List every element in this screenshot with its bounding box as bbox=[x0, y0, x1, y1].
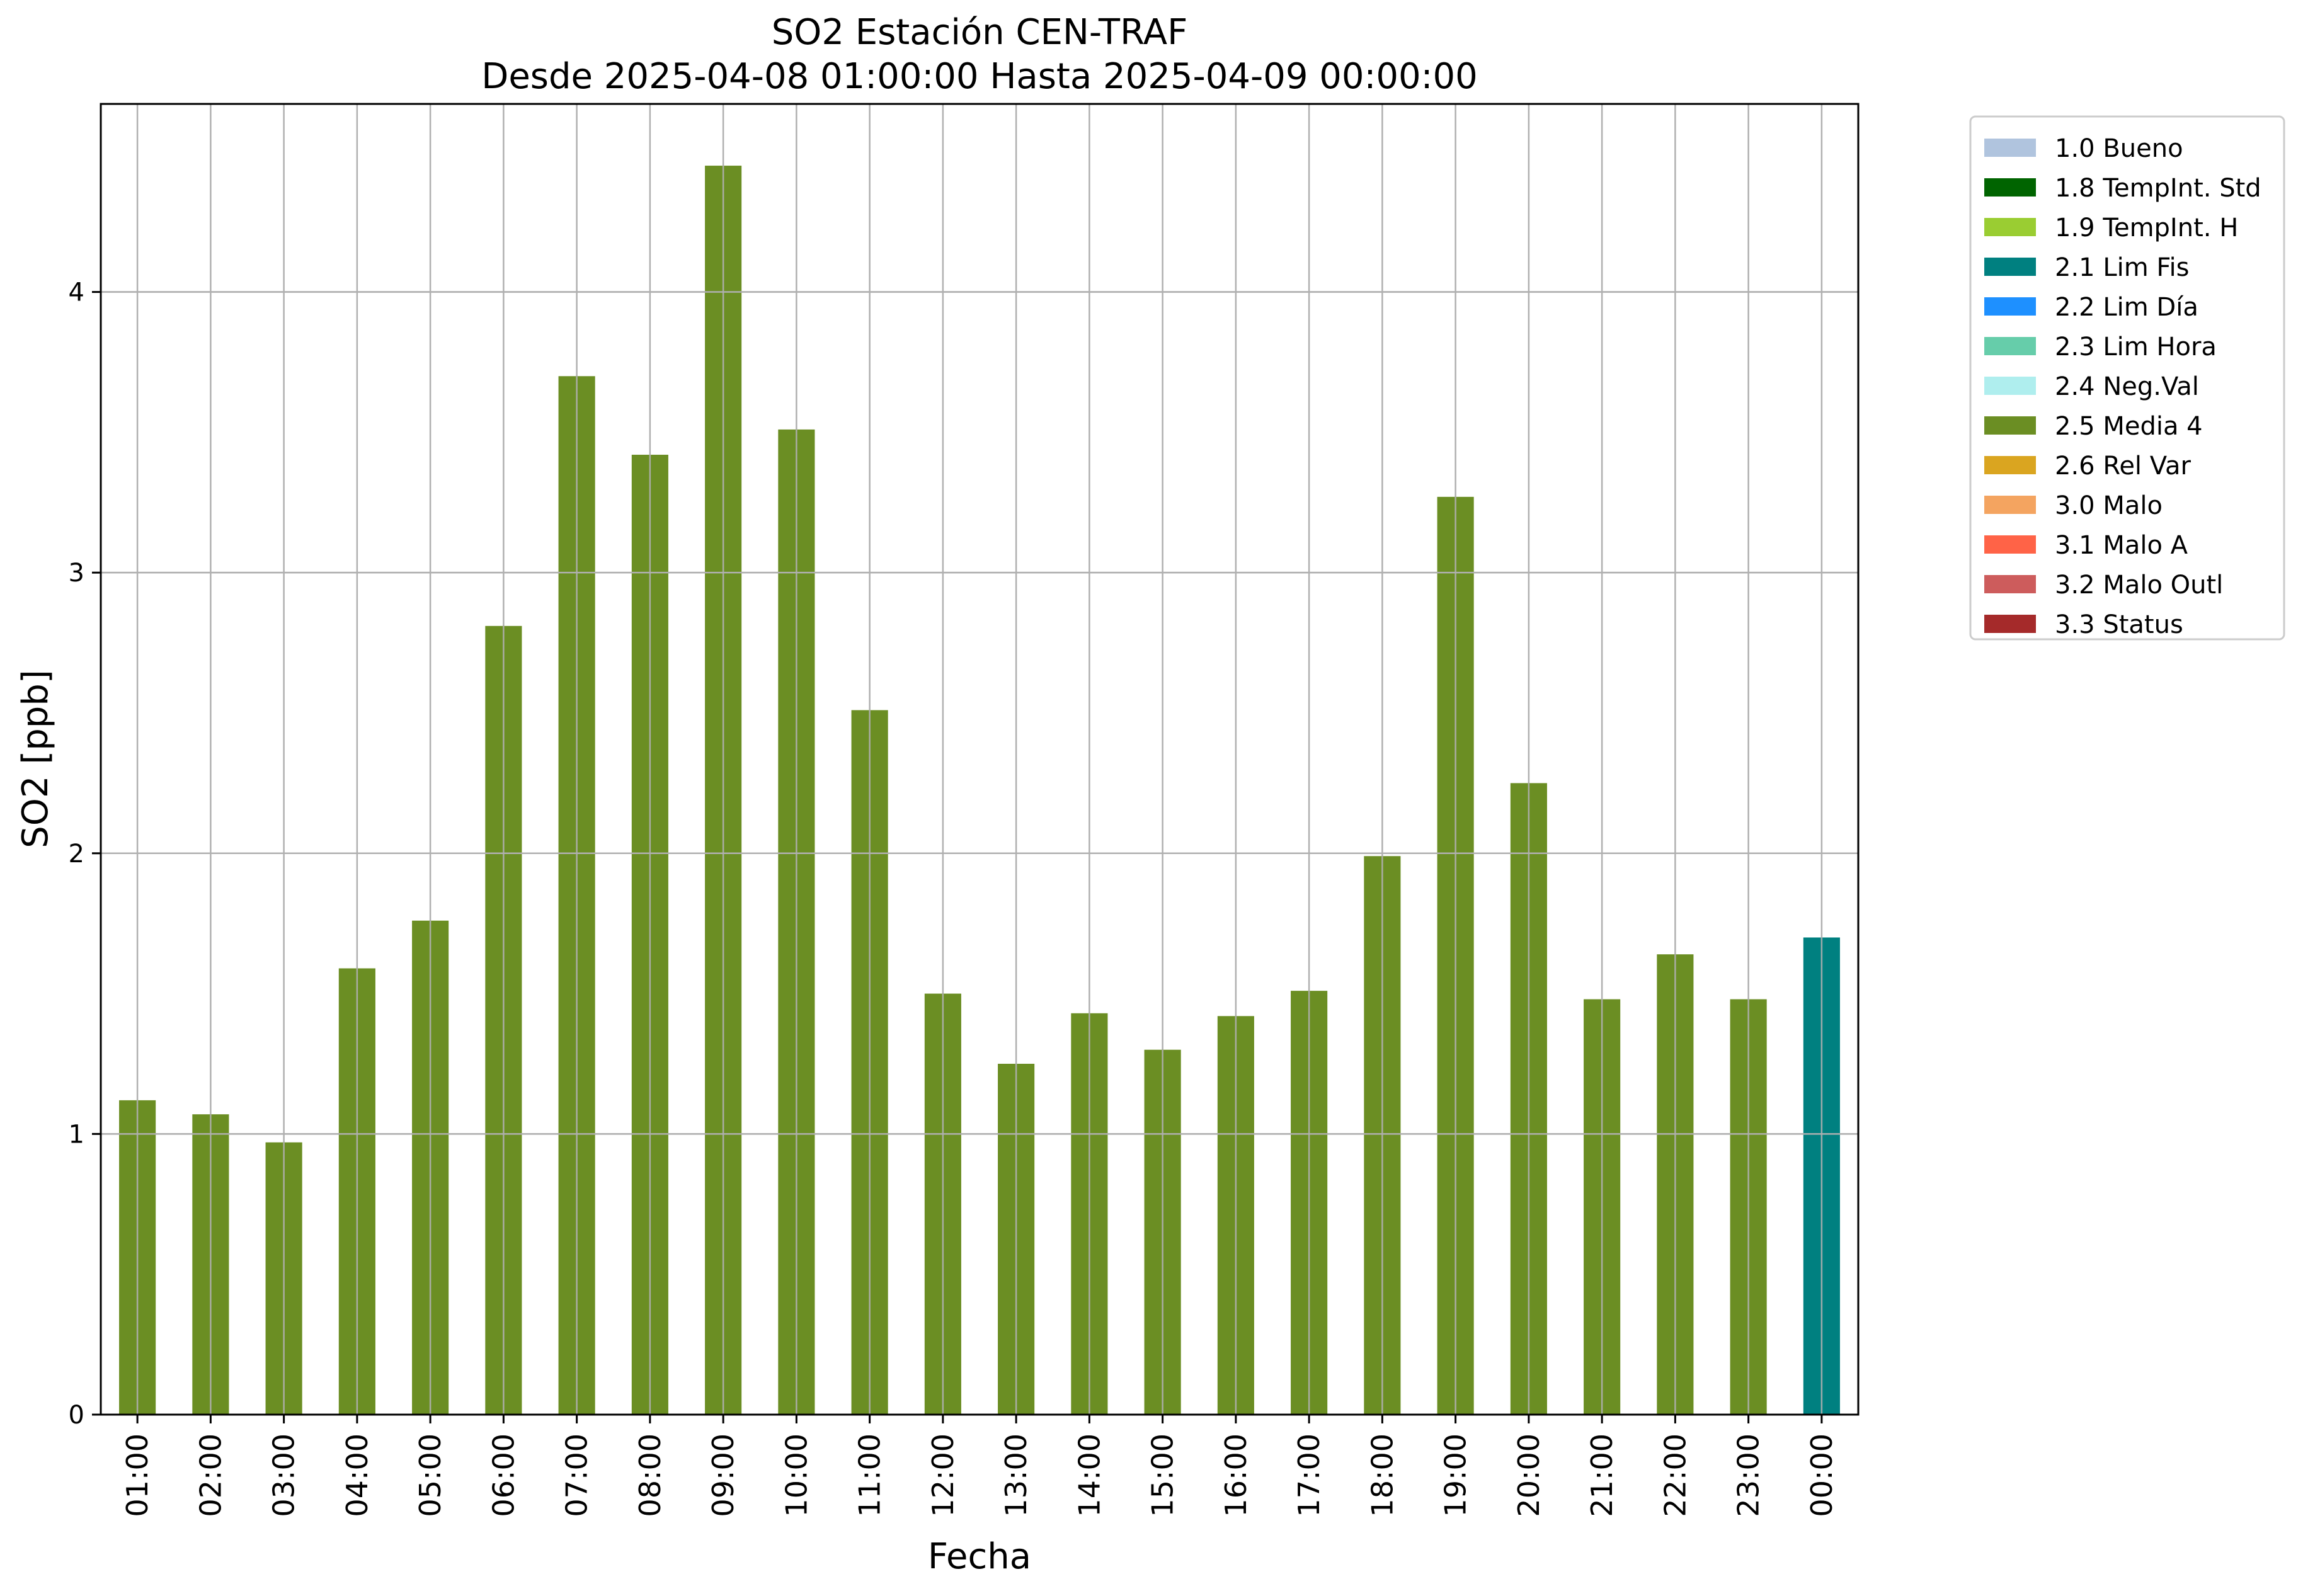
legend-label: 3.2 Malo Outl bbox=[2055, 571, 2223, 600]
x-tick-label: 09:00 bbox=[706, 1434, 740, 1517]
legend-label: 3.3 Status bbox=[2055, 610, 2183, 639]
x-tick-label: 07:00 bbox=[560, 1434, 594, 1517]
x-tick-label: 12:00 bbox=[926, 1434, 960, 1517]
x-tick-label: 23:00 bbox=[1732, 1434, 1766, 1517]
legend-label: 3.1 Malo A bbox=[2055, 531, 2188, 560]
x-tick-label: 14:00 bbox=[1072, 1434, 1106, 1517]
x-tick-label: 04:00 bbox=[340, 1434, 374, 1517]
legend-box bbox=[1969, 115, 2285, 641]
legend-swatch bbox=[1984, 258, 2036, 276]
x-tick-label: 17:00 bbox=[1292, 1434, 1326, 1517]
chart-title: SO2 Estación CEN-TRAF bbox=[772, 12, 1188, 53]
x-tick-label: 20:00 bbox=[1512, 1434, 1546, 1517]
x-tick-label: 21:00 bbox=[1585, 1434, 1619, 1517]
x-tick-label: 22:00 bbox=[1658, 1434, 1692, 1517]
legend-label: 2.4 Neg.Val bbox=[2055, 372, 2199, 401]
x-tick-label: 06:00 bbox=[486, 1434, 520, 1517]
legend-label: 2.6 Rel Var bbox=[2055, 452, 2192, 481]
legend-swatch bbox=[1984, 139, 2036, 157]
x-tick-label: 05:00 bbox=[413, 1434, 447, 1517]
y-tick-label: 2 bbox=[69, 840, 84, 869]
legend-label: 1.9 TempInt. H bbox=[2055, 214, 2238, 242]
legend-label: 3.0 Malo bbox=[2055, 491, 2163, 520]
x-tick-label: 08:00 bbox=[633, 1434, 667, 1517]
y-tick-label: 4 bbox=[69, 278, 84, 307]
x-tick-label: 01:00 bbox=[120, 1434, 154, 1517]
y-tick-label: 0 bbox=[69, 1401, 84, 1430]
chart-subtitle: Desde 2025-04-08 01:00:00 Hasta 2025-04-… bbox=[481, 56, 1478, 97]
x-axis-ticks: 01:00 02:00 03:00 04:00 05:00 06:00 07:00 08:00… bbox=[120, 1415, 1839, 1517]
plot-area-frame bbox=[100, 103, 1860, 1416]
y-tick-label: 1 bbox=[69, 1120, 84, 1149]
legend-swatch bbox=[1984, 535, 2036, 554]
x-tick-label: 18:00 bbox=[1365, 1434, 1399, 1517]
x-tick-label: 10:00 bbox=[779, 1434, 813, 1517]
x-tick-label: 02:00 bbox=[193, 1434, 227, 1517]
legend-swatch bbox=[1984, 297, 2036, 316]
y-tick-label: 3 bbox=[69, 559, 84, 588]
legend-label: 1.0 Bueno bbox=[2055, 134, 2183, 163]
legend-items: 1.0 Bueno 1.8 TempInt. Std 1.9 TempInt. H 2… bbox=[1984, 134, 2261, 639]
legend-label: 2.3 Lim Hora bbox=[2055, 333, 2217, 362]
x-axis-label: Fecha bbox=[928, 1536, 1031, 1577]
x-tick-label: 03:00 bbox=[267, 1434, 301, 1517]
y-axis-ticks: 0 1 2 3 4 bbox=[69, 278, 101, 1430]
bars bbox=[101, 166, 1858, 1415]
legend-swatch bbox=[1984, 337, 2036, 355]
legend-swatch bbox=[1984, 496, 2036, 514]
legend-swatch bbox=[1984, 575, 2036, 593]
legend-swatch bbox=[1984, 178, 2036, 197]
y-axis-label: SO2 [ppb] bbox=[15, 670, 56, 848]
legend-swatch bbox=[1984, 456, 2036, 474]
legend-swatch bbox=[1984, 615, 2036, 633]
x-tick-label: 19:00 bbox=[1439, 1434, 1473, 1517]
legend-swatch bbox=[1984, 416, 2036, 435]
x-tick-label: 13:00 bbox=[999, 1434, 1033, 1517]
legend-swatch bbox=[1984, 218, 2036, 236]
legend: 1.0 Bueno 1.8 TempInt. Std 1.9 TempInt. H 2… bbox=[1969, 115, 2285, 641]
x-tick-label: 15:00 bbox=[1146, 1434, 1180, 1517]
legend-label: 2.1 Lim Fis bbox=[2055, 253, 2189, 282]
x-tick-label: 00:00 bbox=[1805, 1434, 1839, 1517]
legend-swatch bbox=[1984, 377, 2036, 395]
x-tick-label: 11:00 bbox=[853, 1434, 887, 1517]
legend-label: 1.8 TempInt. Std bbox=[2055, 174, 2261, 203]
legend-label: 2.5 Media 4 bbox=[2055, 412, 2203, 441]
x-tick-label: 16:00 bbox=[1219, 1434, 1253, 1517]
legend-label: 2.2 Lim Día bbox=[2055, 293, 2198, 322]
